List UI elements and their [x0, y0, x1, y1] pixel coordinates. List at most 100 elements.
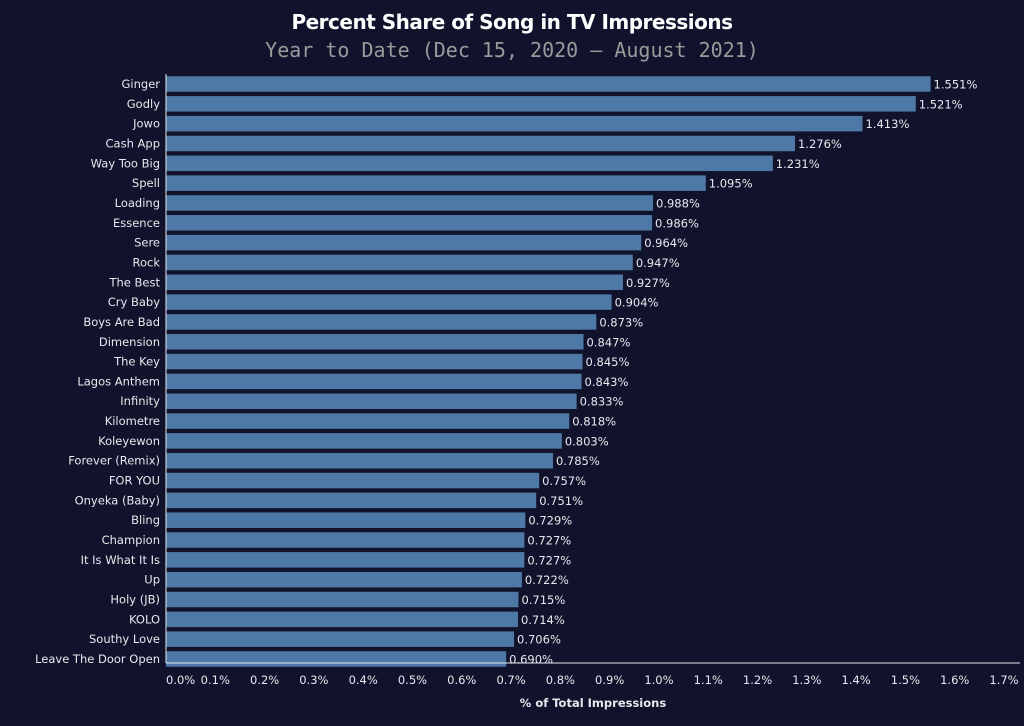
category-label: Leave The Door Open — [35, 652, 160, 666]
x-tick-label: 1.4% — [842, 673, 871, 687]
bar — [166, 135, 795, 152]
data-label: 0.964% — [644, 236, 688, 250]
data-label: 1.413% — [866, 117, 910, 131]
category-label: Onyeka (Baby) — [75, 493, 160, 507]
bar — [166, 532, 525, 548]
x-tick-label: 0.5% — [398, 673, 427, 687]
bar — [166, 115, 863, 132]
category-label: Champion — [102, 533, 160, 547]
category-label: Loading — [115, 196, 160, 210]
x-tick-label: 0.2% — [250, 673, 279, 687]
category-label: Godly — [127, 97, 160, 111]
bar — [166, 254, 633, 271]
x-tick-label: 0.6% — [447, 673, 476, 687]
bar — [166, 96, 916, 112]
x-tick-label: 0.3% — [299, 673, 328, 687]
chart-title: Percent Share of Song in TV Impressions — [291, 10, 733, 34]
bar — [166, 76, 931, 92]
category-label: Rock — [133, 255, 161, 269]
data-label: 0.845% — [586, 355, 630, 369]
bar — [166, 353, 583, 370]
data-label: 0.904% — [615, 296, 659, 310]
category-label: Koleyewon — [98, 434, 160, 448]
data-label: 0.986% — [655, 216, 699, 230]
x-axis-title: % of Total Impressions — [520, 696, 667, 710]
category-label: Ginger — [122, 77, 161, 91]
category-label: Jowo — [132, 117, 160, 131]
x-tick-label: 1.6% — [940, 673, 969, 687]
bar — [166, 314, 597, 330]
data-label: 1.276% — [798, 137, 842, 151]
data-label: 1.095% — [709, 177, 753, 191]
data-label: 0.729% — [528, 514, 572, 528]
data-label: 1.521% — [919, 97, 963, 111]
data-label: 0.947% — [636, 256, 680, 270]
category-label: Way Too Big — [91, 156, 160, 170]
data-label: 0.833% — [580, 395, 624, 409]
bar — [166, 195, 654, 211]
data-label: 1.231% — [776, 157, 820, 171]
data-label: 0.818% — [572, 415, 616, 429]
bar — [166, 155, 773, 172]
data-label: 0.785% — [556, 454, 600, 468]
x-tick-label: 1.0% — [644, 673, 673, 687]
x-tick-label: 0.9% — [595, 673, 624, 687]
bar — [166, 472, 540, 489]
category-label: Essence — [113, 216, 160, 230]
data-label: 0.803% — [565, 434, 609, 448]
bar — [166, 452, 553, 469]
data-label: 0.714% — [521, 613, 565, 627]
x-tick-label: 1.2% — [743, 673, 772, 687]
bar — [166, 175, 706, 191]
data-label: 0.751% — [539, 494, 583, 508]
x-tick-label: 1.3% — [792, 673, 821, 687]
category-label: KOLO — [129, 612, 160, 626]
category-label: Southy Love — [89, 632, 160, 646]
category-label: Kilometre — [105, 414, 160, 428]
category-label: Bling — [131, 513, 160, 527]
bar — [166, 591, 519, 608]
data-label: 1.551% — [934, 78, 978, 92]
category-label: It Is What It Is — [81, 553, 160, 567]
bar — [166, 433, 562, 449]
category-label: Lagos Anthem — [77, 374, 160, 388]
category-label: Dimension — [99, 335, 160, 349]
data-label: 0.727% — [527, 553, 571, 567]
bar — [166, 215, 653, 231]
x-tick-label: 1.1% — [694, 673, 723, 687]
x-tick-label: 0.1% — [201, 673, 230, 687]
category-label: Cry Baby — [108, 295, 160, 309]
bar — [166, 492, 537, 509]
x-tick-label: 1.5% — [891, 673, 920, 687]
category-label: Holy (JB) — [110, 593, 160, 607]
data-label: 0.847% — [587, 335, 631, 349]
data-label: 0.727% — [527, 534, 571, 548]
bar — [166, 552, 525, 568]
data-label: 0.690% — [509, 653, 553, 667]
category-label: Up — [144, 573, 160, 587]
bar — [166, 234, 642, 251]
x-tick-label: 1.7% — [989, 673, 1018, 687]
category-label: FOR YOU — [109, 474, 160, 488]
data-label: 0.843% — [585, 375, 629, 389]
data-label: 0.757% — [542, 474, 586, 488]
data-label: 0.927% — [626, 276, 670, 290]
bar — [166, 373, 582, 390]
category-label: Sere — [134, 236, 160, 250]
x-tick-label: 0.8% — [546, 673, 575, 687]
x-tick-label: 0.4% — [349, 673, 378, 687]
category-label: The Key — [113, 355, 160, 369]
category-label: The Best — [108, 275, 160, 289]
bar — [166, 274, 623, 291]
bar — [166, 294, 612, 310]
category-label: Infinity — [120, 394, 160, 408]
category-label: Spell — [132, 176, 160, 190]
category-label: Boys Are Bad — [83, 315, 160, 329]
x-tick-label: 0.0% — [166, 673, 195, 687]
bar — [166, 393, 577, 409]
x-tick-label: 0.7% — [496, 673, 525, 687]
bar — [166, 651, 507, 667]
category-label: Cash App — [106, 136, 160, 150]
category-label: Forever (Remix) — [68, 454, 160, 468]
